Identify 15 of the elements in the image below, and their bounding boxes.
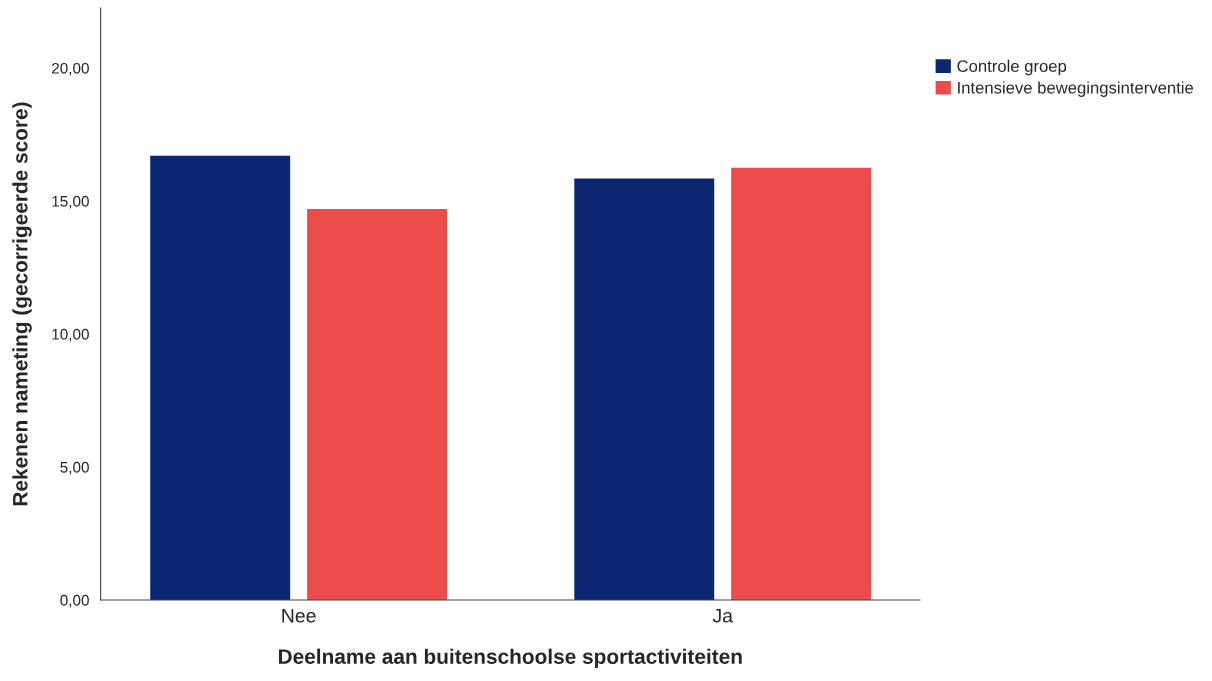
y-tick-label: 15,00 [52,195,89,209]
y-tick-label: 10,00 [52,328,89,342]
y-tick-label: 0,00 [60,594,89,608]
bar [574,178,715,600]
bar [731,167,872,600]
y-tick-label: 20,00 [52,62,89,76]
legend-label: Intensieve bewegingsinterventie [958,81,1194,97]
legend-label: Controle groep [957,59,1067,76]
x-axis-title: Deelname aan buitenschoolse sportactiviteiten [278,648,742,669]
x-tick-label: Ja [712,609,733,623]
bar [307,208,448,600]
bar [150,155,291,600]
y-axis-title: Rekenen nameting (gecorrigeerde score) [12,102,32,506]
x-tick-label: Nee [282,609,316,623]
y-tick-label: 5,00 [60,461,89,475]
